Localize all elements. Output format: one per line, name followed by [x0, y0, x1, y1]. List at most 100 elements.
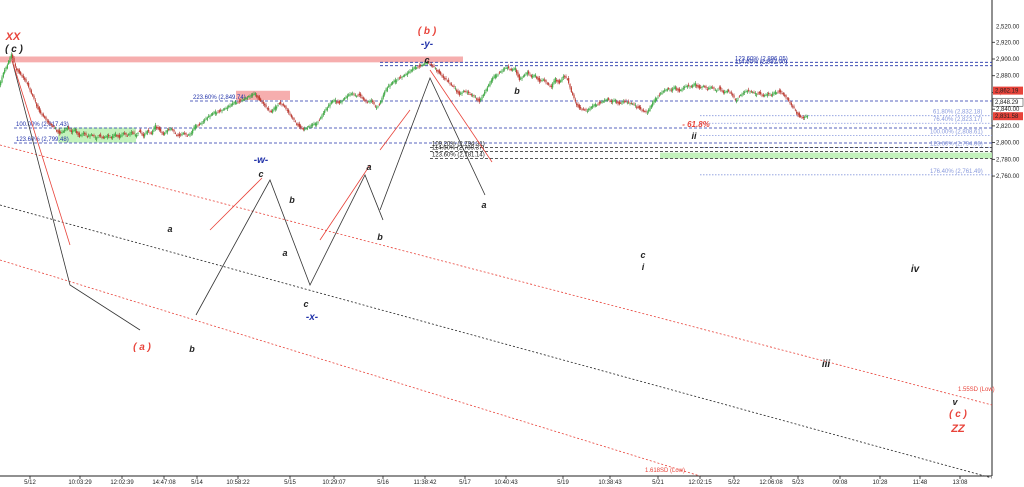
wave-label: c [640, 250, 645, 260]
candle-body [316, 123, 318, 126]
candle-body [794, 109, 796, 111]
candle-body [330, 101, 332, 104]
candle-body [156, 126, 158, 128]
candle-body [186, 135, 188, 137]
candle-body [790, 103, 792, 106]
x-tick-label: 5/17 [459, 480, 471, 486]
candle-body [665, 89, 667, 91]
candle-body [557, 80, 559, 83]
candle-body [729, 92, 731, 94]
candle-body [760, 91, 762, 95]
candle-body [701, 86, 703, 88]
candle-body [257, 95, 259, 99]
candle-body [357, 95, 359, 97]
candle-body [461, 92, 463, 95]
candle-body [216, 112, 218, 114]
candle-body [800, 115, 802, 117]
candle-body [342, 99, 344, 101]
candle-body [521, 77, 523, 79]
x-tick-label: 5/22 [728, 480, 740, 486]
candle-body [713, 87, 715, 89]
candle-body [300, 125, 302, 128]
candle-body [385, 89, 387, 92]
candle-body [749, 91, 751, 93]
candle-body [210, 114, 212, 116]
candle-body [472, 95, 474, 97]
candle-body [126, 135, 128, 137]
candle-body [697, 85, 699, 88]
candle-body [157, 126, 159, 130]
candle-body [236, 102, 238, 104]
candle-body [293, 118, 295, 120]
candle-body [696, 85, 698, 87]
candle-body [558, 80, 560, 84]
candle-body [685, 86, 687, 88]
candle-body [273, 108, 275, 110]
candle-body [413, 67, 415, 69]
candle-body [653, 100, 655, 103]
candle-body [226, 107, 228, 110]
candle-body [426, 62, 428, 64]
candle-body [626, 102, 628, 104]
candle-body [68, 126, 70, 129]
candle-body [392, 81, 394, 85]
candle-body [313, 123, 315, 125]
candle-body [649, 107, 651, 111]
candle-body [232, 103, 234, 105]
candle-body [130, 132, 132, 134]
candle-body [40, 110, 42, 114]
candle-body [384, 91, 386, 95]
candle-body [128, 134, 130, 136]
candle-body [261, 101, 263, 103]
zone-a [58, 127, 136, 143]
candle-body [282, 104, 284, 106]
candle-body [642, 109, 644, 112]
candle-body [554, 78, 556, 83]
candle-body [106, 135, 108, 138]
candle-body [173, 129, 175, 132]
candle-body [434, 68, 436, 69]
candle-body [362, 97, 364, 100]
candle-body [589, 108, 591, 111]
candle-body [716, 90, 718, 92]
candle-body [593, 104, 595, 106]
candle-body [338, 100, 340, 104]
candle-body [770, 94, 772, 96]
candle-body [540, 80, 542, 82]
candle-body [249, 95, 251, 98]
y-tick-label: 2,800.00 [996, 141, 1020, 147]
candle-body [509, 68, 511, 70]
candle-body [532, 75, 534, 78]
fib-level-label: 123.60% (2,896.05) [735, 56, 788, 62]
candle-body [752, 91, 754, 93]
candle-body [133, 132, 135, 134]
y-tick-label: 2,900.00 [996, 57, 1020, 63]
candle-body [580, 106, 582, 109]
candle-body [498, 72, 500, 74]
candle-body [48, 120, 50, 123]
candle-body [433, 65, 435, 67]
candle-body [616, 101, 618, 103]
fib-level-label: 114.60% (2,892.00) [735, 60, 787, 66]
candle-body [206, 117, 208, 120]
candle-body [321, 115, 323, 118]
candle-body [38, 107, 40, 112]
candle-body [490, 80, 492, 83]
candle-body [496, 75, 498, 77]
y-tick-label: 2,760.00 [996, 174, 1020, 180]
candle-body [650, 105, 652, 108]
candle-body [36, 103, 38, 107]
candle-body [201, 122, 203, 125]
candle-body [654, 98, 656, 102]
candle-body [8, 61, 10, 64]
candle-body [602, 101, 604, 103]
candle-body [780, 90, 782, 93]
candle-body [457, 90, 459, 94]
candle-body [284, 105, 286, 107]
candle-body [145, 132, 147, 134]
candle-body [745, 91, 747, 93]
candle-body [470, 94, 472, 96]
x-tick-label: 5/23 [792, 480, 804, 486]
candle-body [322, 113, 324, 115]
